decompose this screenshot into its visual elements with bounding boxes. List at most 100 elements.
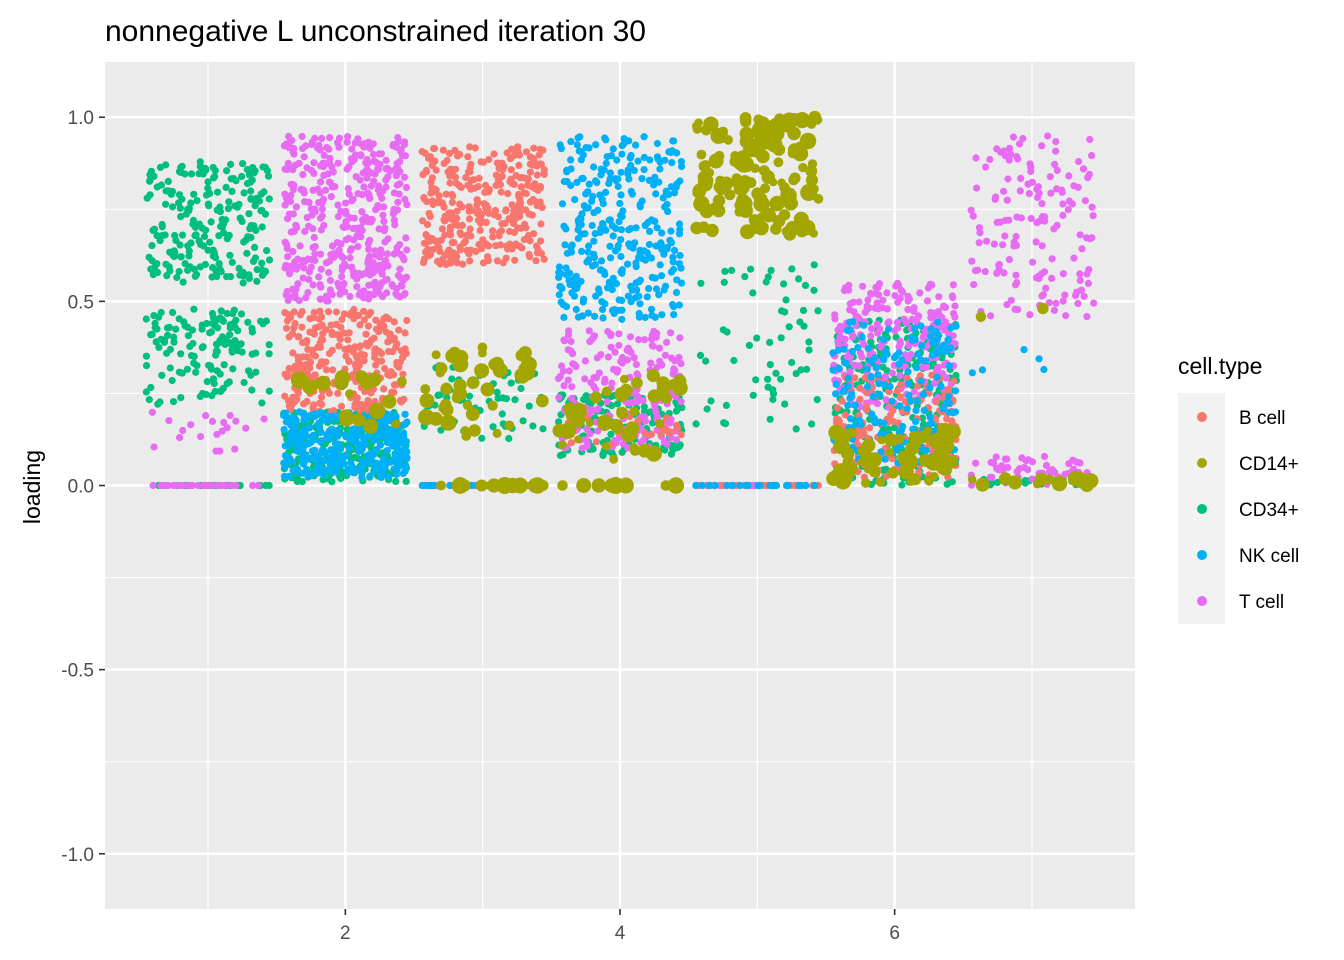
- data-point: [623, 346, 631, 354]
- data-point: [204, 178, 212, 186]
- data-point: [573, 178, 581, 186]
- data-point: [193, 362, 201, 370]
- data-point: [164, 177, 172, 185]
- data-point: [283, 288, 291, 296]
- data-point: [364, 159, 373, 167]
- data-point: [813, 396, 821, 404]
- data-point: [388, 348, 397, 356]
- data-point: [1007, 296, 1015, 304]
- data-point: [389, 140, 397, 149]
- data-point: [189, 220, 197, 228]
- data-point: [789, 113, 800, 123]
- data-point: [896, 340, 904, 348]
- data-point: [581, 230, 589, 238]
- data-point: [357, 401, 365, 409]
- data-point: [607, 430, 615, 438]
- data-point: [807, 159, 818, 169]
- data-point: [228, 346, 236, 354]
- data-point: [178, 231, 187, 239]
- data-point: [294, 389, 302, 397]
- data-point: [212, 351, 220, 359]
- data-point: [423, 221, 432, 229]
- data-point: [608, 379, 616, 387]
- data-point: [889, 407, 897, 415]
- data-point: [529, 196, 537, 204]
- data-point: [745, 341, 754, 349]
- data-point: [723, 135, 733, 145]
- data-point: [719, 176, 734, 191]
- data-point: [211, 387, 219, 396]
- data-point: [881, 373, 890, 381]
- data-point: [329, 366, 337, 374]
- data-point: [652, 333, 660, 341]
- data-point: [1018, 454, 1026, 462]
- data-point: [564, 376, 572, 384]
- data-point: [209, 264, 217, 272]
- data-point: [478, 348, 487, 358]
- data-point: [617, 211, 625, 219]
- data-point: [465, 215, 474, 223]
- data-point: [1038, 200, 1046, 208]
- data-point: [345, 190, 353, 198]
- data-point: [634, 157, 642, 165]
- data-point: [332, 445, 340, 453]
- y-axis-title: loading: [19, 450, 45, 524]
- legend-label: CD14+: [1239, 454, 1299, 475]
- data-point: [1041, 213, 1049, 221]
- data-point: [1014, 155, 1022, 163]
- data-point: [309, 243, 317, 252]
- data-point: [846, 300, 854, 308]
- data-point: [617, 236, 625, 244]
- data-point: [168, 376, 176, 385]
- data-point: [378, 357, 386, 365]
- data-point: [678, 162, 686, 171]
- data-point: [217, 307, 225, 315]
- data-point: [477, 215, 485, 223]
- data-point: [1021, 479, 1029, 487]
- data-point: [258, 223, 266, 231]
- data-point: [146, 177, 154, 185]
- data-point: [843, 326, 852, 334]
- data-point: [310, 233, 318, 242]
- data-point: [304, 288, 312, 297]
- data-point: [177, 163, 185, 172]
- data-point: [349, 469, 357, 477]
- data-point: [662, 414, 671, 422]
- data-point: [1039, 291, 1047, 299]
- data-point: [223, 167, 231, 175]
- data-point: [1019, 134, 1027, 143]
- data-point: [871, 354, 879, 362]
- data-point: [875, 477, 886, 487]
- data-point: [379, 211, 387, 219]
- data-point: [669, 265, 678, 274]
- data-point: [436, 247, 444, 255]
- data-point: [602, 159, 610, 167]
- data-point: [466, 225, 474, 233]
- data-point: [203, 319, 211, 328]
- data-point: [636, 246, 644, 254]
- data-point: [392, 412, 400, 420]
- data-point: [142, 388, 150, 396]
- data-point: [914, 350, 922, 358]
- data-point: [391, 221, 399, 229]
- data-point: [950, 377, 958, 385]
- data-point: [891, 375, 899, 383]
- data-point: [195, 220, 203, 228]
- data-point: [846, 471, 855, 479]
- data-point: [937, 422, 953, 439]
- data-point: [294, 468, 302, 476]
- data-point: [400, 173, 409, 181]
- data-point: [438, 225, 446, 233]
- data-point: [1076, 231, 1084, 239]
- data-point: [245, 210, 253, 218]
- data-point: [315, 273, 323, 281]
- data-point: [502, 207, 510, 215]
- legend-label: B cell: [1239, 408, 1285, 429]
- data-point: [342, 352, 350, 360]
- data-point: [537, 220, 545, 228]
- data-point: [428, 161, 436, 169]
- data-point: [163, 324, 172, 332]
- data-point: [224, 205, 232, 213]
- data-point: [618, 150, 626, 158]
